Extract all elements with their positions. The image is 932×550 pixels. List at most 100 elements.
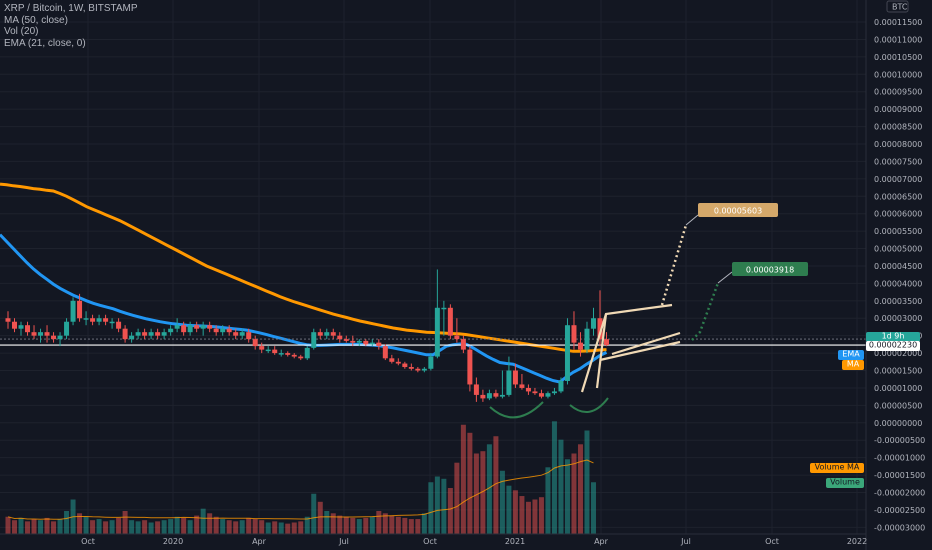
candle-body: [597, 318, 603, 340]
candle-body: [44, 332, 50, 336]
volume-bar: [558, 439, 564, 534]
candle-body: [265, 349, 271, 352]
time-tick-label: 2020: [163, 537, 183, 546]
candle-body: [200, 325, 206, 329]
price-tick-label: 0.00010500: [874, 53, 922, 62]
volume-bar: [454, 462, 460, 534]
volume-bar: [272, 521, 278, 534]
price-tick-label: 0.00009000: [874, 105, 922, 114]
candle-body: [532, 391, 538, 394]
candle-body: [434, 307, 440, 357]
volume-bar: [57, 519, 63, 534]
volume-bar: [571, 453, 577, 534]
volume-bar: [389, 515, 395, 534]
volume-bar: [343, 516, 349, 534]
candle-body: [135, 332, 141, 336]
volume-bar: [226, 520, 232, 534]
ma-badge-box: [842, 360, 864, 370]
target-1-projection: [660, 224, 688, 306]
candle-body: [291, 354, 297, 357]
price-tick-label: -0.00000500: [874, 436, 925, 445]
volume-badge-text: Volume: [830, 478, 860, 487]
volume-bar: [506, 485, 512, 534]
candle-body: [330, 332, 336, 336]
price-tick-label: 0.00009500: [874, 88, 922, 97]
volume-bar: [408, 519, 414, 534]
price-tick-label: -0.00001500: [874, 471, 925, 480]
target-2-projection: [691, 282, 720, 341]
candle-body: [181, 325, 187, 333]
candle-body: [272, 349, 278, 354]
candle-body: [538, 393, 544, 397]
volume-bar: [447, 488, 453, 534]
price-tick-label: 0.00007000: [874, 175, 922, 184]
candle-body: [512, 370, 518, 385]
candle-body: [259, 346, 265, 350]
candle-body: [454, 335, 460, 340]
volume-bar: [246, 517, 252, 534]
time-tick-label: Oct: [765, 537, 779, 546]
annotations: [489, 214, 733, 419]
legend-ma[interactable]: MA (50, close): [4, 14, 68, 26]
legend-vol[interactable]: Vol (20): [4, 26, 39, 37]
candle-body: [161, 332, 167, 336]
time-tick-label: 2022: [847, 537, 867, 546]
volume-bar: [220, 519, 226, 534]
last-price-badge-text: 0.00002230: [869, 341, 917, 350]
price-tick-label: 0.00005500: [874, 227, 922, 236]
candle-body: [226, 328, 232, 333]
candle-body: [584, 328, 590, 350]
price-tick-label: 0.00007500: [874, 157, 922, 166]
flag-lower-line: [599, 340, 681, 362]
volume-bar: [317, 501, 323, 534]
price-tick-label: 0.00003500: [874, 297, 922, 306]
candle-body: [363, 340, 369, 345]
candle-body: [382, 346, 388, 359]
volume-bar: [551, 421, 557, 534]
cup-right-arc: [569, 397, 609, 413]
volume-bar: [77, 513, 83, 534]
volume-bar: [564, 459, 570, 534]
volume-bar: [519, 496, 525, 534]
candle-body: [519, 384, 525, 388]
price-tick-label: 0.00002000: [874, 349, 922, 358]
volume-bar: [259, 520, 265, 534]
volume-bars: [5, 421, 596, 534]
candle-body: [551, 391, 557, 394]
volume-bar: [428, 482, 434, 534]
volume-bar: [285, 523, 291, 534]
time-tick-label: Oct: [423, 537, 437, 546]
candle-body: [220, 328, 226, 333]
candle-body: [122, 328, 128, 340]
volume-bar: [577, 444, 583, 534]
price-tick-label: 0.00011000: [874, 35, 922, 44]
volume-bar: [213, 516, 219, 534]
volume-bar: [18, 517, 24, 534]
candle-body: [467, 349, 473, 385]
price-tick-label: 0.00000500: [874, 401, 922, 410]
countdown-badge-text: 1d 9h: [882, 332, 905, 341]
volume-bar: [538, 497, 544, 534]
volume-bar: [155, 521, 161, 534]
candle-body: [207, 325, 213, 329]
candle-body: [304, 347, 310, 359]
candle-body: [545, 393, 551, 397]
unit-label: BTC: [892, 3, 908, 12]
ema-21-line: [0, 233, 608, 384]
legend-ema[interactable]: EMA (21, close, 0): [4, 37, 86, 49]
price-tick-label: -0.00002500: [874, 506, 925, 515]
target-1-label-text: 0.00005603: [714, 207, 762, 216]
cup-left-arc: [489, 401, 544, 419]
candle-body: [5, 318, 11, 322]
countdown-badge-box: [866, 332, 920, 342]
candle-body: [77, 300, 83, 319]
volume-bar: [122, 511, 128, 534]
price-tick-label: -0.00003000: [874, 523, 925, 532]
volume-bar: [64, 511, 70, 534]
volume-bar: [532, 499, 538, 534]
candle-body: [428, 356, 434, 369]
candle-body: [486, 393, 492, 399]
volume-bar: [83, 516, 89, 534]
volume-bar: [129, 520, 135, 534]
